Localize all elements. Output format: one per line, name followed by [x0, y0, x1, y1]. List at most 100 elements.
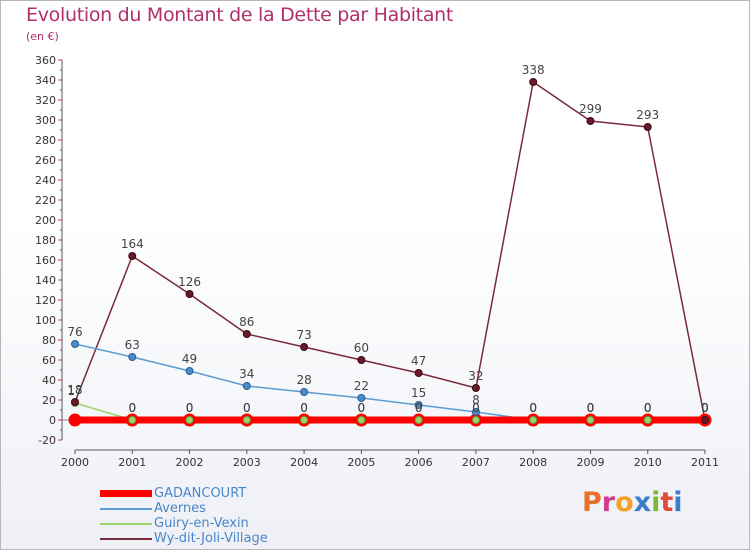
data-label: 0 [415, 401, 423, 415]
legend-label: Guiry-en-Vexin [154, 516, 249, 531]
legend-swatch [100, 507, 152, 510]
logo-letter: i [673, 487, 683, 518]
x-tick-label: 2010 [634, 456, 662, 469]
data-label: 17 [67, 384, 82, 398]
data-label: 0 [587, 401, 595, 415]
guiry-en-vexin-point [471, 416, 480, 424]
y-tick-label: 60 [42, 354, 56, 367]
y-tick-label: 140 [35, 274, 56, 287]
avernes-point [300, 388, 309, 396]
guiry-en-vexin-point [529, 416, 538, 424]
data-label: 0 [529, 401, 537, 415]
data-label: 299 [579, 102, 602, 116]
data-label: 0 [415, 401, 423, 415]
wy-dit-joli-village-point [357, 356, 366, 364]
data-label: 0 [587, 401, 595, 415]
guiry-en-vexin-point [643, 416, 652, 424]
chart-title: Evolution du Montant de la Dette par Hab… [26, 4, 454, 26]
guiry-en-vexin-point [185, 416, 194, 424]
legend-swatch [100, 537, 152, 540]
wy-dit-joli-village-point [414, 369, 423, 377]
data-label: 0 [529, 401, 537, 415]
wy-dit-joli-village-point [529, 78, 538, 86]
data-label: 0 [587, 401, 595, 415]
legend-label: Avernes [154, 501, 206, 516]
logo-letter: t [660, 487, 674, 518]
y-tick-label: 320 [35, 94, 56, 107]
avernes-point [471, 408, 480, 416]
logo-letter: P [582, 487, 602, 518]
y-tick-label: 120 [35, 294, 56, 307]
data-label: 86 [239, 315, 254, 329]
x-tick-label: 2011 [691, 456, 719, 469]
y-tick-label: 160 [35, 254, 56, 267]
y-tick-label: 80 [42, 334, 56, 347]
y-tick-label: 20 [42, 394, 56, 407]
y-tick-label: 300 [35, 114, 56, 127]
legend-item: Avernes [100, 501, 268, 516]
wy-dit-joli-village-point [71, 398, 79, 406]
legend-item: GADANCOURT [100, 486, 268, 501]
data-label: 0 [701, 401, 709, 415]
data-label: 22 [354, 379, 369, 393]
data-label: 0 [644, 401, 652, 415]
wy-dit-joli-village-point [586, 117, 595, 125]
legend-item: Wy-dit-Joli-Village [100, 531, 268, 546]
data-label: 0 [358, 401, 366, 415]
x-tick-label: 2007 [462, 456, 490, 469]
guiry-en-vexin-point [128, 416, 137, 424]
y-tick-label: 340 [35, 74, 56, 87]
data-label: 0 [243, 401, 251, 415]
data-label: 18 [67, 383, 82, 397]
wy-dit-joli-village-point [128, 252, 137, 260]
logo-letter: x [633, 487, 652, 518]
data-label: 0 [358, 401, 366, 415]
x-tick-label: 2003 [233, 456, 261, 469]
logo-letter: r [601, 487, 616, 518]
x-tick-label: 2000 [61, 456, 89, 469]
x-tick-label: 2001 [118, 456, 146, 469]
data-label: 0 [186, 401, 194, 415]
avernes-point [242, 382, 251, 390]
y-tick-label: 40 [42, 374, 56, 387]
y-tick-label: 240 [35, 174, 56, 187]
y-tick-label: 100 [35, 314, 56, 327]
chart-subtitle: (en €) [26, 30, 59, 43]
avernes-point [414, 401, 423, 409]
data-label: 0 [128, 401, 136, 415]
logo-letter: o [615, 487, 634, 518]
data-label: 73 [296, 328, 311, 342]
wy-dit-joli-village-point [242, 330, 251, 338]
data-label: 32 [468, 369, 483, 383]
logo-letter: i [651, 487, 661, 518]
legend-swatch [100, 522, 152, 525]
chart-legend: GADANCOURT Avernes Guiry-en-Vexin Wy-dit-Jo… [100, 486, 268, 546]
data-label: 8 [472, 393, 480, 407]
wy-dit-joli-village-point [643, 123, 652, 131]
y-tick-label: 260 [35, 154, 56, 167]
y-tick-label: 360 [35, 54, 56, 67]
wy-dit-joli-village-point [471, 384, 480, 392]
data-label: 0 [701, 401, 709, 415]
proxiti-logo: Proxiti [582, 487, 683, 518]
data-label: 0 [128, 401, 136, 415]
data-label: 60 [354, 341, 369, 355]
y-tick-label: 220 [35, 194, 56, 207]
wy-dit-joli-village-point [185, 290, 194, 298]
data-label: 293 [636, 108, 659, 122]
guiry-en-vexin-point [586, 416, 595, 424]
guiry-en-vexin-point [357, 416, 366, 424]
series-line-avernes [74, 343, 705, 421]
data-label: 76 [67, 325, 82, 339]
data-label: 0 [529, 401, 537, 415]
data-label: 0 [472, 401, 480, 415]
series-line-wy-dit-joli-village [74, 81, 706, 421]
y-tick-label: 0 [49, 414, 56, 427]
x-tick-label: 2004 [290, 456, 318, 469]
y-tick-label: 280 [35, 134, 56, 147]
legend-label: Wy-dit-Joli-Village [154, 531, 268, 546]
x-tick-label: 2009 [576, 456, 604, 469]
y-tick-label: 200 [35, 214, 56, 227]
gadancourt-point [68, 413, 82, 427]
